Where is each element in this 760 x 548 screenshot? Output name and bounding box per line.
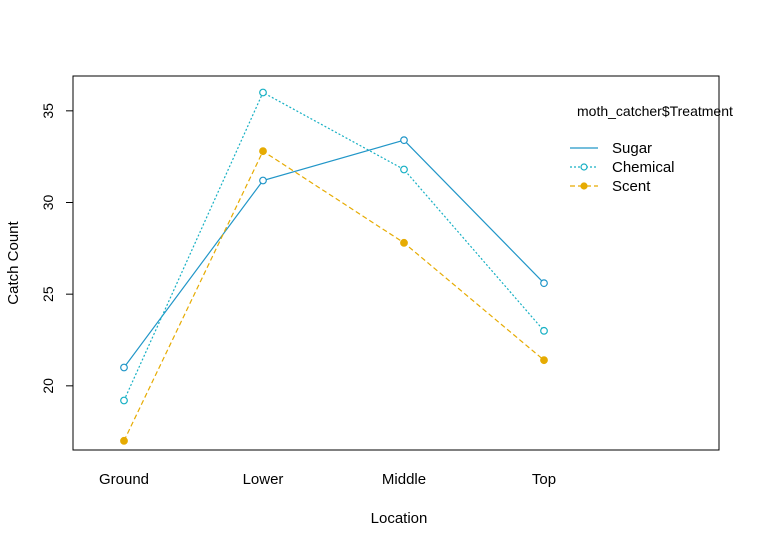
y-axis: 20 25 30 35	[40, 103, 74, 394]
series-line-sugar	[123, 139, 545, 368]
x-axis: Ground Lower Middle Top	[99, 471, 556, 488]
data-point-sugar	[540, 279, 548, 288]
x-tick-label: Lower	[243, 471, 284, 488]
legend: moth_catcher$Treatment Sugar Chemical Scen…	[570, 103, 733, 195]
y-tick-label: 20	[40, 378, 56, 394]
legend-marker-scent	[580, 182, 588, 190]
y-axis-label: Catch Count	[5, 220, 22, 304]
data-point-sugar	[259, 176, 267, 185]
legend-label-chemical: Chemical	[612, 159, 675, 176]
data-point-chemical	[120, 396, 128, 405]
data-point-chemical	[400, 165, 408, 174]
y-tick-label: 35	[40, 103, 56, 119]
data-point-sugar	[120, 363, 128, 372]
data-point-scent	[120, 436, 128, 445]
legend-label-sugar: Sugar	[612, 140, 652, 157]
legend-label-scent: Scent	[612, 178, 651, 195]
x-tick-label: Ground	[99, 471, 149, 488]
legend-title: moth_catcher$Treatment	[577, 103, 733, 119]
legend-marker-chemical	[580, 163, 588, 171]
data-point-chemical	[540, 326, 548, 335]
series-layer	[120, 88, 548, 445]
data-point-scent	[540, 356, 548, 365]
data-point-scent	[400, 238, 408, 247]
x-tick-label: Top	[532, 471, 556, 488]
data-point-scent	[259, 147, 267, 156]
y-tick-label: 30	[40, 195, 56, 211]
x-tick-label: Middle	[382, 471, 426, 488]
data-point-sugar	[400, 136, 408, 145]
x-axis-label: Location	[371, 510, 428, 527]
plot-frame	[72, 75, 720, 451]
data-point-chemical	[259, 88, 267, 97]
series-line-chemical	[123, 91, 545, 401]
y-tick-label: 25	[40, 286, 56, 302]
series-line-scent	[123, 150, 545, 442]
